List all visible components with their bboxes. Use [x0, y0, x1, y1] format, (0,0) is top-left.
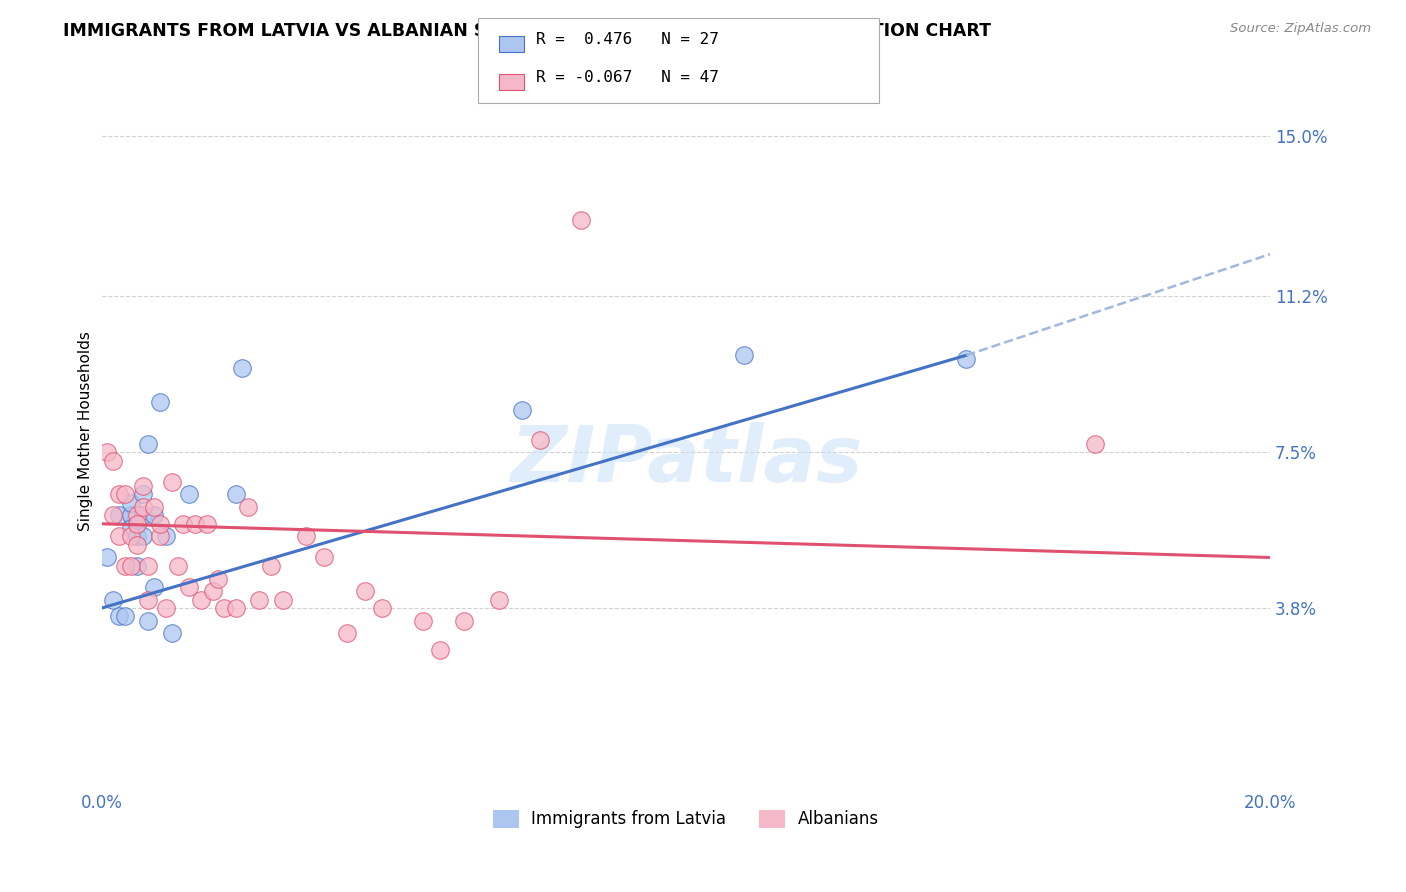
Point [120, 558, 142, 573]
Point [143, 508, 166, 523]
Point [166, 558, 188, 573]
Point [149, 516, 172, 531]
Point [247, 592, 270, 607]
Point [231, 360, 253, 375]
Point [103, 508, 125, 523]
Point [114, 558, 136, 573]
Point [143, 500, 166, 514]
Point [160, 626, 183, 640]
Point [225, 601, 247, 615]
Point [201, 584, 224, 599]
Point [569, 213, 592, 227]
Point [179, 487, 201, 501]
Point [155, 529, 177, 543]
Point [143, 580, 166, 594]
Point [108, 487, 131, 501]
Point [260, 558, 283, 573]
Point [138, 436, 160, 450]
Point [96, 445, 118, 459]
Point [510, 403, 533, 417]
Point [138, 558, 160, 573]
Point [149, 529, 172, 543]
Point [114, 609, 136, 624]
Point [236, 500, 259, 514]
Point [138, 592, 160, 607]
Point [108, 529, 131, 543]
Text: R = -0.067   N = 47: R = -0.067 N = 47 [536, 70, 718, 86]
Point [120, 529, 142, 543]
Point [214, 601, 236, 615]
Point [120, 496, 142, 510]
Legend: Immigrants from Latvia, Albanians: Immigrants from Latvia, Albanians [486, 803, 886, 835]
Point [488, 592, 510, 607]
Point [131, 529, 153, 543]
Point [336, 626, 359, 640]
Point [271, 592, 294, 607]
Point [120, 521, 142, 535]
Y-axis label: Single Mother Households: Single Mother Households [79, 331, 93, 531]
Point [295, 529, 318, 543]
Point [371, 601, 394, 615]
Point [96, 550, 118, 565]
Point [120, 508, 142, 523]
Point [131, 508, 153, 523]
Text: Source: ZipAtlas.com: Source: ZipAtlas.com [1230, 22, 1371, 36]
Point [131, 487, 153, 501]
Point [190, 592, 212, 607]
Point [103, 453, 125, 467]
Text: IMMIGRANTS FROM LATVIA VS ALBANIAN SINGLE MOTHER HOUSEHOLDS CORRELATION CHART: IMMIGRANTS FROM LATVIA VS ALBANIAN SINGL… [63, 22, 991, 40]
Point [125, 538, 148, 552]
Point [125, 516, 148, 531]
Point [125, 529, 148, 543]
Point [125, 558, 148, 573]
Point [353, 584, 375, 599]
Point [103, 592, 125, 607]
Text: R =  0.476   N = 27: R = 0.476 N = 27 [536, 32, 718, 47]
Point [125, 508, 148, 523]
Point [108, 609, 131, 624]
Point [114, 487, 136, 501]
Point [138, 614, 160, 628]
Point [429, 643, 451, 657]
Point [131, 479, 153, 493]
Text: ZIPatlas: ZIPatlas [510, 422, 862, 498]
Point [529, 433, 551, 447]
Point [453, 614, 475, 628]
Point [955, 352, 977, 367]
Point [160, 475, 183, 489]
Point [733, 348, 755, 362]
Point [195, 516, 218, 531]
Point [155, 601, 177, 615]
Point [179, 580, 201, 594]
Point [225, 487, 247, 501]
Point [131, 500, 153, 514]
Point [108, 508, 131, 523]
Point [207, 572, 229, 586]
Point [184, 516, 207, 531]
Point [125, 516, 148, 531]
Point [149, 394, 172, 409]
Point [412, 614, 434, 628]
Point [172, 516, 194, 531]
Point [312, 550, 335, 565]
Point [1084, 436, 1107, 450]
